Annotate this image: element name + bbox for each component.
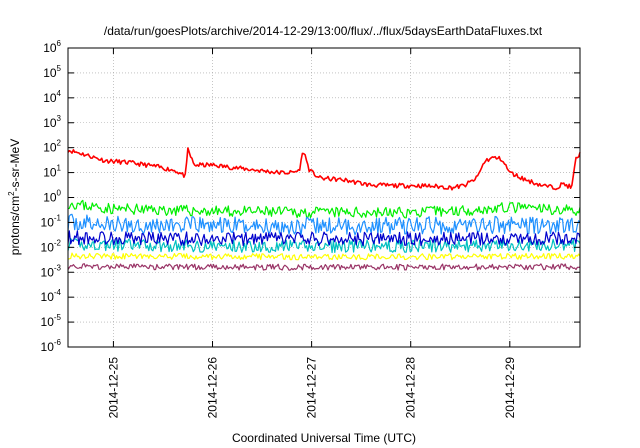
y-tick-exp: 4 [57,89,62,98]
y-tick-label: 10-4 [41,288,62,304]
y-tick-base: 10 [43,191,57,205]
y-tick-base: 10 [41,240,55,254]
y-tick-label: 105 [43,64,61,80]
y-tick-exp: -5 [54,313,62,322]
y-tick-exp: 5 [57,64,62,73]
y-tick-label: 10-2 [41,238,62,254]
y-tick-base: 10 [43,116,57,130]
y-tick-label: 102 [43,139,61,155]
series-line-5 [67,230,581,247]
y-tick-exp: -6 [54,338,62,347]
y-tick-base: 10 [43,66,57,80]
series-line-7 [67,263,581,271]
x-tick-label: 2014-12-28 [404,357,418,419]
y-tick-label: 10-6 [41,338,62,354]
series-line-4 [67,238,581,254]
y-tick-exp: -3 [54,263,62,272]
y-tick-exp: -2 [54,238,62,247]
y-axis-label-rest: -s-sr-MeV [8,139,22,192]
y-axis-label-base: protons/cm [8,196,22,255]
x-tick-label: 2014-12-26 [206,357,220,419]
series-line-6 [67,252,581,261]
y-tick-label: 100 [43,189,61,205]
y-tick-labels: 10-610-510-410-310-210-11001011021031041… [41,39,62,354]
y-tick-label: 106 [43,39,61,55]
y-tick-label: 10-5 [41,313,62,329]
y-tick-exp: 0 [57,189,62,198]
y-tick-exp: 3 [57,114,62,123]
y-tick-base: 10 [41,215,55,229]
y-tick-base: 10 [41,340,55,354]
y-tick-base: 10 [41,265,55,279]
y-tick-label: 101 [43,164,61,180]
chart-title: /data/run/goesPlots/archive/2014-12-29/1… [104,24,543,38]
series-layer [67,147,581,271]
series-line-3 [67,213,581,236]
y-tick-base: 10 [43,166,57,180]
y-axis-label-sup: 2 [7,191,16,196]
y-tick-base: 10 [43,91,57,105]
y-tick-base: 10 [41,315,55,329]
y-axis-label: protons/cm2-s-sr-MeV [7,139,22,255]
x-tick-label: 2014-12-29 [503,357,517,419]
y-tick-exp: -4 [54,288,62,297]
y-tick-label: 103 [43,114,61,130]
y-tick-exp: 1 [57,164,62,173]
series-line-1 [67,147,581,191]
y-tick-label: 10-3 [41,263,62,279]
axis-ticks [68,47,580,348]
y-tick-base: 10 [41,290,55,304]
x-tick-label: 2014-12-27 [305,357,319,419]
x-tick-labels: 2014-12-25 2014-12-26 2014-12-27 2014-12-28… [106,357,516,419]
grid-lines [68,48,580,347]
y-tick-exp: -1 [54,213,62,222]
y-tick-label: 10-1 [41,213,62,229]
y-tick-exp: 6 [57,39,62,48]
y-tick-base: 10 [43,41,57,55]
y-tick-exp: 2 [57,139,62,148]
y-tick-label: 104 [43,89,61,105]
x-tick-label: 2014-12-25 [106,357,120,419]
series-line-2 [67,199,581,219]
x-axis-label: Coordinated Universal Time (UTC) [232,431,416,445]
y-tick-base: 10 [43,141,57,155]
